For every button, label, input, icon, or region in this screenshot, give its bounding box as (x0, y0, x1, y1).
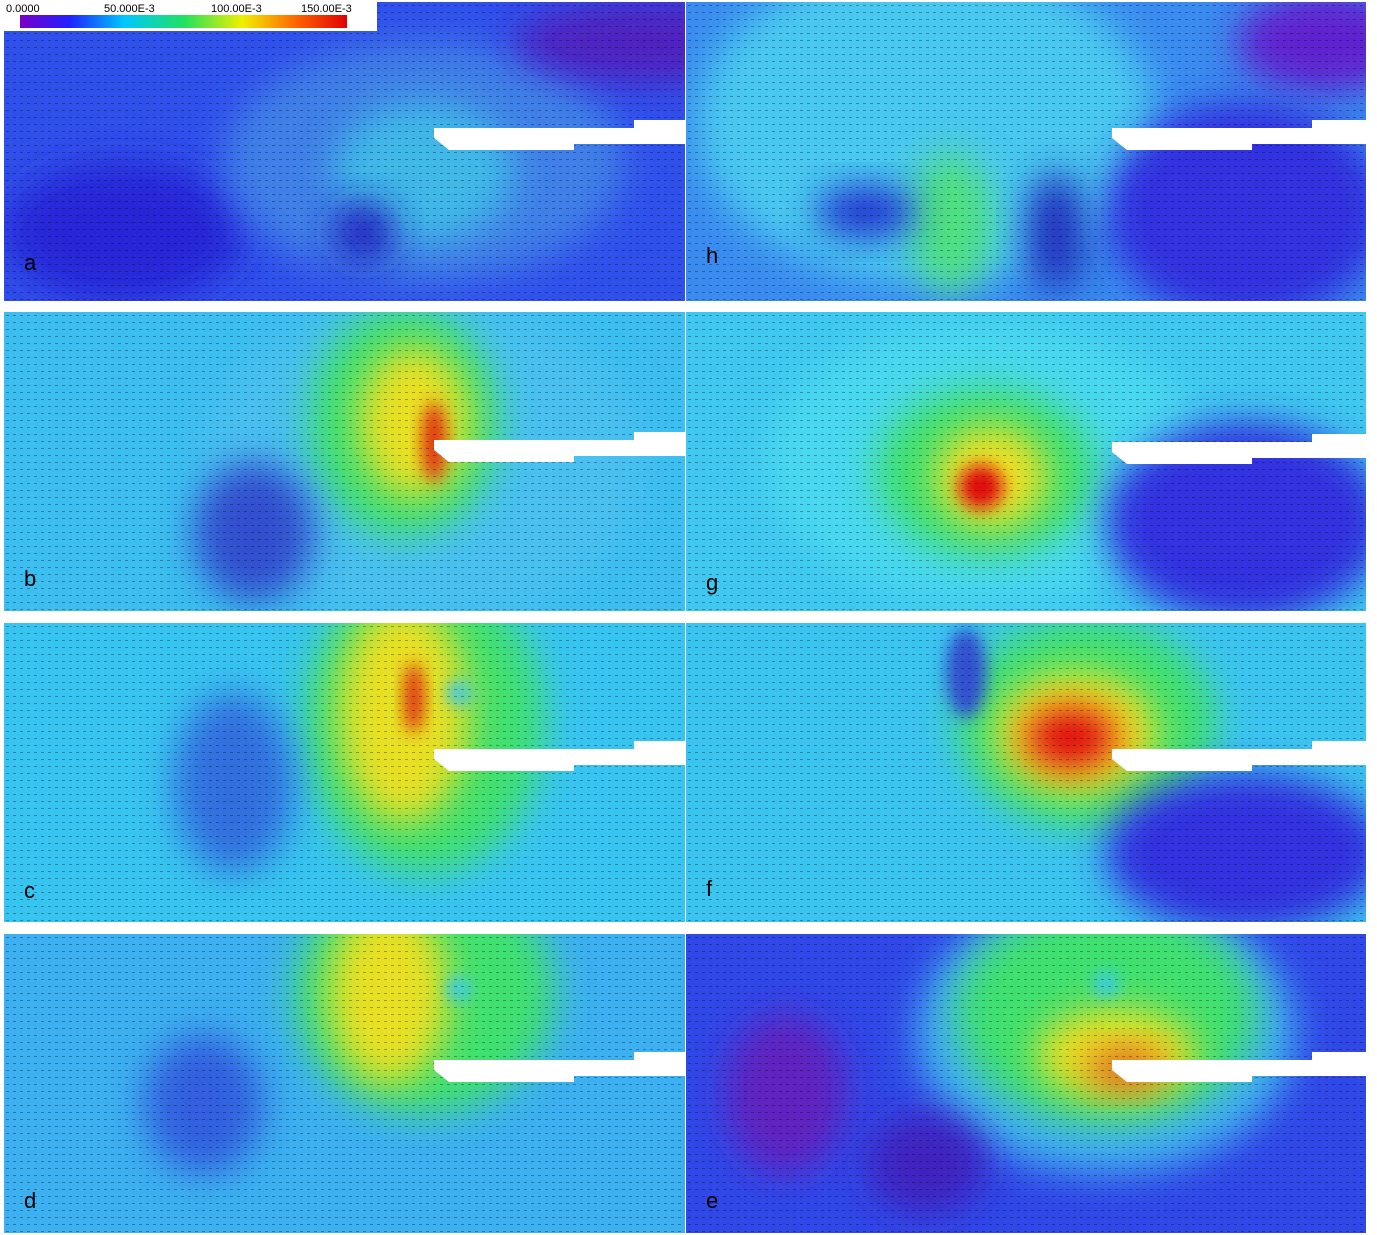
colorbar: 0.0000 50.000E-3 100.00E-3 150.00E-3 (4, 2, 377, 31)
flow-panel: f (686, 618, 1377, 933)
panel-label: c (24, 878, 35, 903)
vector-field (4, 934, 685, 1233)
panel-label: e (706, 1188, 718, 1213)
panel-label: b (24, 566, 36, 591)
panel-field (4, 573, 685, 922)
vector-field (686, 934, 1366, 1233)
figure: a h b g c f d e 0.0000 50.000E-3 100.00E-3 150.00E… (0, 0, 1377, 1235)
panel-field (686, 894, 1366, 1233)
colorbar-label: 100.00E-3 (211, 3, 262, 15)
vector-field (4, 2, 685, 301)
panel-field (686, 0, 1377, 322)
flow-panel: b (4, 302, 685, 622)
vector-field (4, 312, 685, 611)
flow-panel: a (4, 2, 794, 302)
colorbar-label: 150.00E-3 (301, 3, 352, 15)
colorbar-gradient (20, 15, 347, 28)
panel-label: f (706, 876, 713, 901)
flow-panel: c (4, 573, 685, 922)
colorbar-label: 0.0000 (6, 3, 40, 15)
panel-label: a (24, 250, 37, 275)
flow-panel: g (686, 312, 1377, 622)
page: a h b g c f d e 0.0000 50.000E-3 100.00E-3 150.00E… (0, 0, 1377, 1235)
panel-field (686, 618, 1377, 933)
panel-field (4, 2, 794, 302)
vector-field (686, 623, 1366, 922)
vector-field (686, 312, 1366, 611)
panel-field (4, 302, 685, 622)
flow-panel: d (4, 874, 685, 1233)
panel-label: h (706, 243, 718, 268)
panel-field (4, 874, 685, 1233)
vector-field (686, 2, 1366, 301)
panel-field (686, 312, 1377, 622)
flow-panel: e (686, 894, 1366, 1233)
flow-panel: h (686, 0, 1377, 322)
colorbar-label: 50.000E-3 (104, 3, 155, 15)
panels: a h b g c f d e (4, 0, 1377, 1233)
panel-label: g (706, 570, 718, 595)
panel-label: d (24, 1188, 36, 1213)
vector-field (4, 623, 685, 922)
